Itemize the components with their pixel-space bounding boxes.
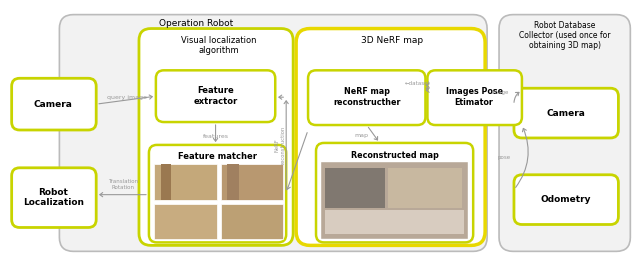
Text: 3D NeRF map: 3D NeRF map [360,36,422,45]
Bar [154,204,216,239]
FancyBboxPatch shape [428,70,522,125]
Text: features: features [202,134,228,139]
FancyBboxPatch shape [60,15,487,251]
Text: Odometry: Odometry [540,195,591,204]
FancyBboxPatch shape [316,143,473,242]
Text: Robot
Localization: Robot Localization [23,188,84,207]
Bar [221,204,283,239]
FancyBboxPatch shape [499,15,630,251]
Text: ←dataset: ←dataset [404,81,430,86]
FancyBboxPatch shape [514,88,618,138]
Bar [154,164,216,200]
Text: NeRF
reconstruction: NeRF reconstruction [275,126,285,164]
Text: image: image [492,90,509,95]
Text: Camera: Camera [34,100,73,109]
Text: Visual localization
algorithm: Visual localization algorithm [180,36,256,55]
Text: Robot Database
Collector (used once for
obtaining 3D map): Robot Database Collector (used once for … [519,21,611,50]
Text: Feature matcher: Feature matcher [178,152,257,161]
Bar [321,162,468,239]
Text: Camera: Camera [547,109,585,118]
Bar [325,210,464,234]
Bar [221,164,283,200]
FancyBboxPatch shape [12,168,96,228]
Bar [227,164,239,200]
Text: query image: query image [107,95,147,100]
Text: pose: pose [498,155,511,160]
Bar [161,164,171,200]
FancyBboxPatch shape [139,28,293,245]
Bar [388,168,462,207]
FancyBboxPatch shape [296,28,485,245]
Bar [325,168,385,207]
Text: Reconstructed map: Reconstructed map [351,151,438,160]
Text: Feature
extractor: Feature extractor [193,86,237,106]
FancyBboxPatch shape [156,70,275,122]
Text: map: map [355,133,369,139]
Text: Images Pose
Etimator: Images Pose Etimator [445,87,503,107]
FancyBboxPatch shape [149,145,286,242]
FancyBboxPatch shape [308,70,426,125]
Text: NeRF map
reconstructher: NeRF map reconstructher [333,87,401,107]
FancyBboxPatch shape [12,78,96,130]
Text: Operation Robot: Operation Robot [159,19,233,28]
FancyBboxPatch shape [514,175,618,224]
Text: Translation
Rotation: Translation Rotation [108,179,138,190]
